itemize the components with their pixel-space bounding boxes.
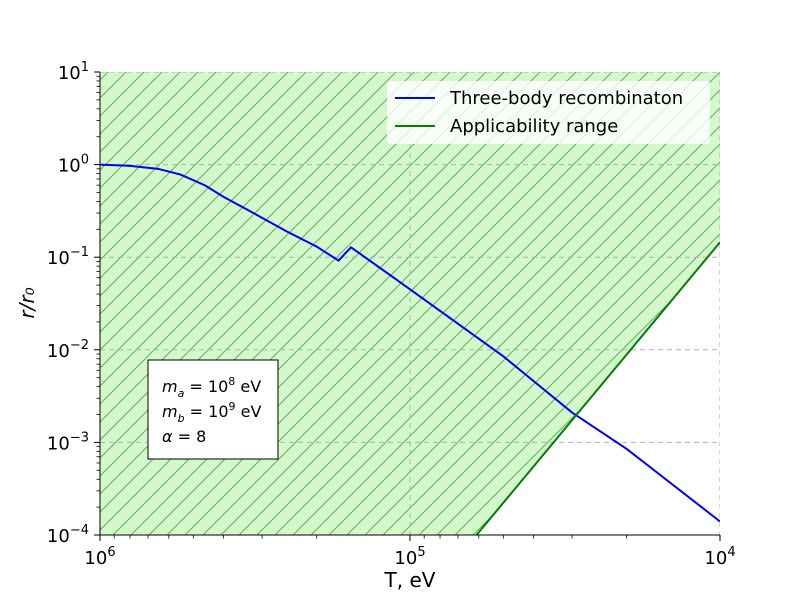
x-ticks: 106 105 104 xyxy=(84,535,736,569)
annotation-box xyxy=(147,359,279,460)
x-tick-label: 104 xyxy=(704,545,735,569)
x-tick-label: 105 xyxy=(394,545,425,569)
legend: Three-body recombinaton Applicability ran… xyxy=(387,81,710,144)
y-tick-label: 10−1 xyxy=(47,245,89,269)
y-tick-label: 100 xyxy=(58,153,89,177)
series-layer xyxy=(100,163,720,535)
annotation-line: ma = 108 eV xyxy=(162,375,261,400)
annotation-line: mb = 109 eV xyxy=(162,400,261,425)
three-body-recombination-line xyxy=(100,163,720,523)
y-tick-label: 10−4 xyxy=(47,523,89,547)
annotation-line: α = 8 xyxy=(162,427,206,446)
legend-label: Three-body recombinaton xyxy=(449,88,683,109)
y-tick-label: 10−3 xyxy=(47,430,89,454)
y-tick-label: 10−2 xyxy=(47,338,89,362)
x-axis-label: T, eV xyxy=(384,568,436,592)
legend-label: Applicability range xyxy=(450,116,618,137)
y-ticks: 101 100 10−1 10−2 10−3 10−4 xyxy=(47,60,100,547)
x-tick-label: 106 xyxy=(84,545,115,569)
applicability-range-line xyxy=(475,241,720,535)
y-axis-label: r/r₀ xyxy=(15,287,39,318)
y-tick-label: 101 xyxy=(58,60,89,84)
legend-box xyxy=(387,81,710,144)
